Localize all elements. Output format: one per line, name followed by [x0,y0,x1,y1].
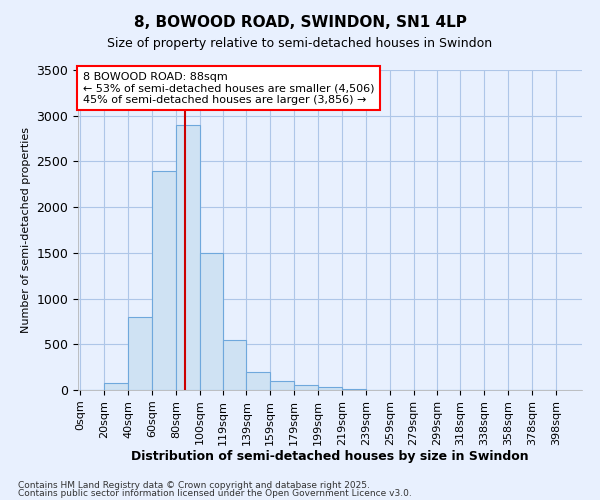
Bar [270,381,294,390]
Text: 8 BOWOOD ROAD: 88sqm
← 53% of semi-detached houses are smaller (4,506)
45% of se: 8 BOWOOD ROAD: 88sqm ← 53% of semi-detac… [83,72,374,105]
Text: 8, BOWOOD ROAD, SWINDON, SN1 4LP: 8, BOWOOD ROAD, SWINDON, SN1 4LP [134,15,466,30]
X-axis label: Distribution of semi-detached houses by size in Swindon: Distribution of semi-detached houses by … [131,450,529,464]
Bar [247,372,270,390]
Text: Size of property relative to semi-detached houses in Swindon: Size of property relative to semi-detach… [107,38,493,51]
Bar [128,317,152,390]
Bar [200,253,223,390]
Text: Contains HM Land Registry data © Crown copyright and database right 2025.: Contains HM Land Registry data © Crown c… [18,480,370,490]
Y-axis label: Number of semi-detached properties: Number of semi-detached properties [21,127,31,333]
Bar [176,125,200,390]
Bar [342,389,366,390]
Bar [104,383,128,390]
Bar [294,386,318,390]
Text: Contains public sector information licensed under the Open Government Licence v3: Contains public sector information licen… [18,489,412,498]
Bar [223,340,247,390]
Bar [152,170,176,390]
Bar [318,388,342,390]
